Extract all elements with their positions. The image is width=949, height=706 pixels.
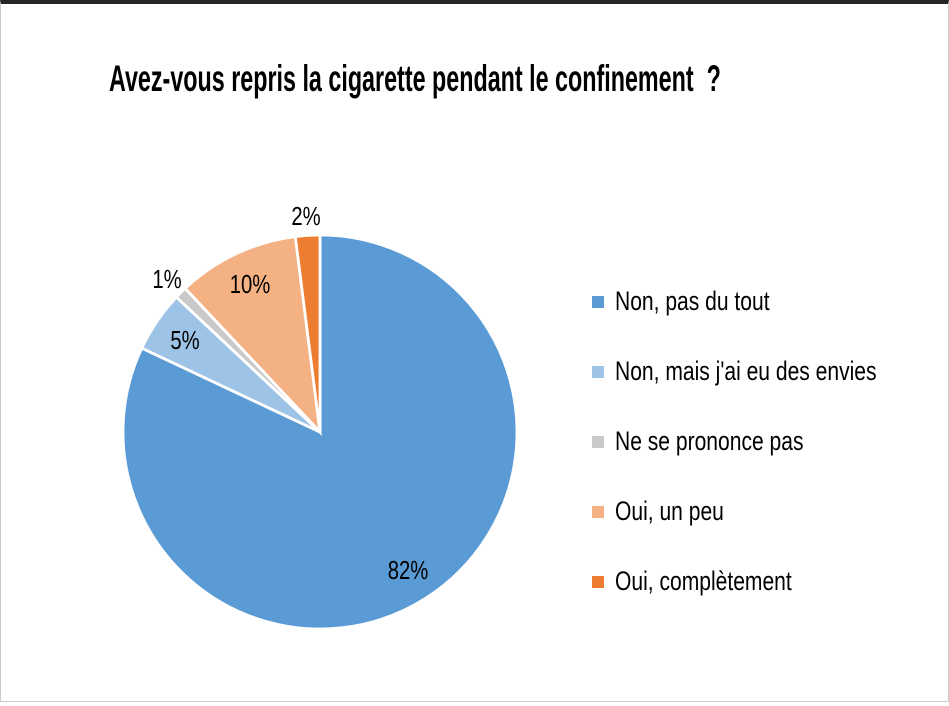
pie-chart [121, 233, 519, 631]
legend-label: Non, pas du tout [615, 286, 770, 316]
legend-item-oui-completement: Oui, complètement [592, 568, 949, 595]
legend-item-ne-se-prononce-pas: Ne se prononce pas [592, 428, 949, 455]
pie-slice-4 [183, 234, 322, 437]
legend-swatch [592, 365, 604, 378]
legend-swatch [592, 435, 604, 448]
legend-label: Ne se prononce pas [615, 426, 804, 456]
chart-title: Avez-vous repris la cigarette pendant le… [109, 58, 721, 99]
legend-swatch [592, 505, 604, 518]
pie-slice-5 [293, 233, 322, 433]
legend-swatch [592, 295, 604, 308]
legend-label: Oui, un peu [615, 496, 724, 526]
legend-swatch [592, 575, 604, 588]
legend: Non, pas du tout Non, mais j'ai eu des e… [592, 288, 949, 595]
legend-item-oui-un-peu: Oui, un peu [592, 498, 949, 525]
legend-label: Oui, complètement [615, 566, 792, 596]
legend-item-non-pas-du-tout: Non, pas du tout [592, 288, 949, 315]
legend-label: Non, mais j'ai eu des envies [615, 356, 877, 386]
legend-item-non-mais-envies: Non, mais j'ai eu des envies [592, 358, 949, 385]
